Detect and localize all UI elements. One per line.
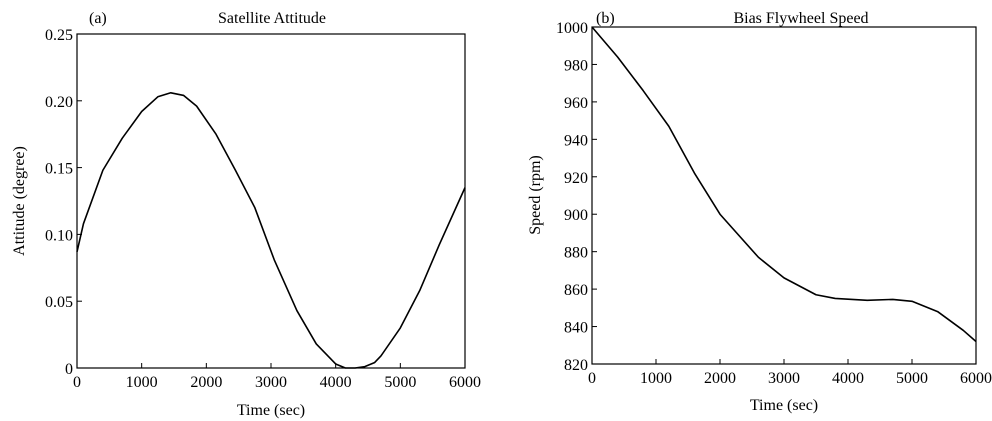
flywheel-y-tick-label: 860 <box>564 282 588 299</box>
flywheel-y-tick-label: 900 <box>564 207 588 224</box>
attitude-chart-title: Satellite Attitude <box>218 10 326 27</box>
flywheel-y-tick-label: 980 <box>564 57 588 74</box>
flywheel-chart-title: Bias Flywheel Speed <box>733 10 868 27</box>
attitude-y-tick-label: 0.05 <box>45 294 73 311</box>
attitude-y-ticks: 0 0.05 0.10 0.15 0.20 0.25 <box>45 27 82 378</box>
panel-label-a: (a) <box>89 10 107 27</box>
attitude-x-tick-label: 3000 <box>255 374 287 391</box>
flywheel-y-tick-label: 820 <box>564 357 588 374</box>
attitude-x-tick-label: 0 <box>73 374 81 391</box>
flywheel-x-tick-label: 3000 <box>768 370 800 387</box>
attitude-series-line <box>76 91 466 369</box>
flywheel-y-tick-label: 880 <box>564 245 588 262</box>
flywheel-speed-chart: (b) Bias Flywheel Speed 0 1000 2000 3000 400… <box>527 10 992 414</box>
flywheel-y-ticks: 820 840 860 880 900 920 940 960 980 1000 <box>556 20 597 374</box>
flywheel-x-ticks: 0 1000 2000 3000 4000 5000 6000 <box>588 359 992 387</box>
attitude-y-axis-label: Attitude (degree) <box>11 146 28 256</box>
panel-label-b: (b) <box>596 10 615 27</box>
flywheel-x-axis-label: Time (sec) <box>750 397 818 414</box>
flywheel-y-tick-label: 1000 <box>556 20 588 37</box>
flywheel-x-tick-label: 6000 <box>960 370 992 387</box>
flywheel-x-tick-label: 1000 <box>640 370 672 387</box>
flywheel-y-tick-label: 840 <box>564 320 588 337</box>
attitude-y-tick-label: 0.10 <box>45 227 73 244</box>
attitude-x-tick-label: 2000 <box>190 374 222 391</box>
attitude-y-tick-label: 0.25 <box>45 27 73 44</box>
flywheel-y-axis-label: Speed (rpm) <box>527 155 544 235</box>
attitude-y-tick-label: 0 <box>65 361 73 378</box>
attitude-chart: (a) Satellite Attitude 0 1000 2000 3000 4000… <box>11 10 481 419</box>
flywheel-x-tick-label: 5000 <box>896 370 928 387</box>
flywheel-y-tick-label: 920 <box>564 170 588 187</box>
flywheel-series-line <box>591 26 977 343</box>
flywheel-y-tick-label: 960 <box>564 95 588 112</box>
flywheel-plot-frame <box>591 26 977 365</box>
attitude-x-tick-label: 5000 <box>384 374 416 391</box>
attitude-y-tick-label: 0.15 <box>45 161 73 178</box>
attitude-x-ticks: 0 1000 2000 3000 4000 5000 6000 <box>73 363 481 391</box>
attitude-x-tick-label: 4000 <box>320 374 352 391</box>
attitude-x-axis-label: Time (sec) <box>237 402 305 419</box>
attitude-plot-frame <box>76 33 466 369</box>
attitude-x-tick-label: 1000 <box>126 374 158 391</box>
attitude-x-tick-label: 6000 <box>449 374 481 391</box>
flywheel-x-tick-label: 0 <box>588 370 596 387</box>
attitude-y-tick-label: 0.20 <box>45 94 73 111</box>
flywheel-y-tick-label: 940 <box>564 132 588 149</box>
flywheel-x-tick-label: 2000 <box>704 370 736 387</box>
flywheel-x-tick-label: 4000 <box>832 370 864 387</box>
